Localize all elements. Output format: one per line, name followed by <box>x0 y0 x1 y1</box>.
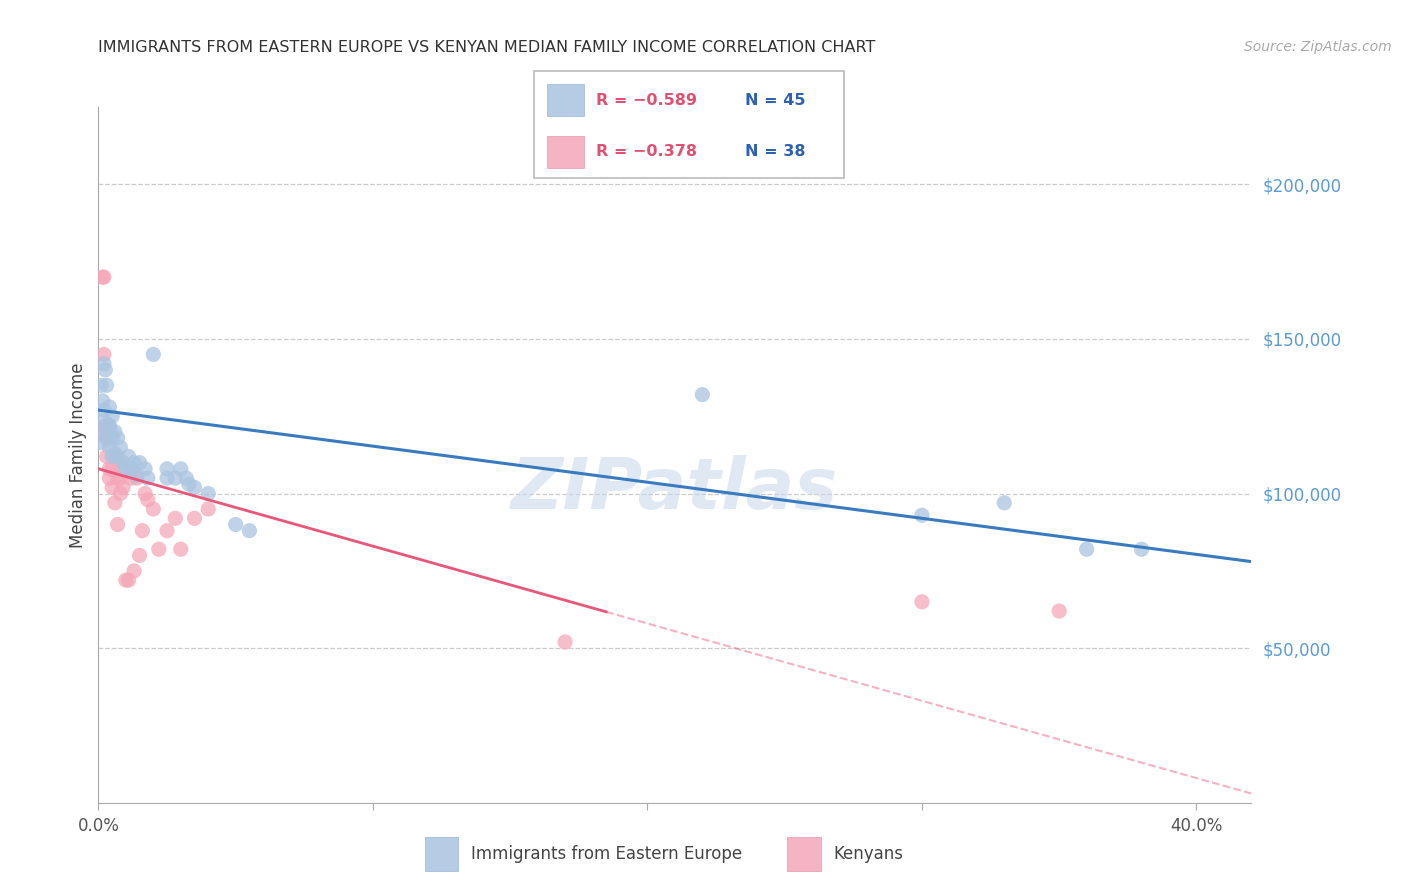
Text: R = −0.589: R = −0.589 <box>596 93 697 108</box>
Point <box>117 450 139 464</box>
Text: IMMIGRANTS FROM EASTERN EUROPE VS KENYAN MEDIAN FAMILY INCOME CORRELATION CHART: IMMIGRANTS FROM EASTERN EUROPE VS KENYAN… <box>98 40 876 55</box>
Point <box>993 496 1015 510</box>
Bar <box>787 837 821 871</box>
Bar <box>547 84 583 116</box>
Text: N = 38: N = 38 <box>745 145 806 159</box>
Point <box>136 471 159 485</box>
Point <box>104 425 127 439</box>
Point <box>148 542 170 557</box>
Point <box>197 502 219 516</box>
Point <box>165 511 187 525</box>
Point <box>101 431 124 445</box>
Point <box>112 462 135 476</box>
Point <box>183 511 205 525</box>
Point <box>96 378 118 392</box>
Point <box>93 403 115 417</box>
Text: N = 45: N = 45 <box>745 93 806 108</box>
Point <box>110 486 132 500</box>
Point <box>131 524 153 538</box>
Point <box>128 549 150 563</box>
Point <box>554 635 576 649</box>
Point <box>110 440 132 454</box>
Point <box>120 471 142 485</box>
Point <box>115 573 138 587</box>
Point <box>183 480 205 494</box>
Point <box>125 471 148 485</box>
Point <box>128 456 150 470</box>
Point <box>91 393 114 408</box>
Point <box>96 431 118 445</box>
Bar <box>547 136 583 168</box>
Point <box>112 456 135 470</box>
Text: Kenyans: Kenyans <box>834 845 904 863</box>
Point <box>134 462 156 476</box>
Text: R = −0.378: R = −0.378 <box>596 145 697 159</box>
Point <box>93 270 115 285</box>
Point <box>142 347 165 361</box>
Text: ZIPatlas: ZIPatlas <box>512 455 838 524</box>
Point <box>101 462 124 476</box>
Point <box>692 387 714 401</box>
Point <box>107 517 129 532</box>
Point <box>107 450 129 464</box>
Point <box>98 440 121 454</box>
Text: Immigrants from Eastern Europe: Immigrants from Eastern Europe <box>471 845 742 863</box>
Point <box>101 480 124 494</box>
Point <box>110 471 132 485</box>
Point <box>91 270 114 285</box>
Point <box>156 462 179 476</box>
Bar <box>425 837 458 871</box>
Text: Source: ZipAtlas.com: Source: ZipAtlas.com <box>1244 40 1392 54</box>
Point <box>170 462 193 476</box>
Point <box>98 418 121 433</box>
Point <box>136 492 159 507</box>
Point <box>98 471 121 485</box>
Point <box>107 471 129 485</box>
Point <box>115 462 138 476</box>
Point <box>1047 604 1070 618</box>
Point <box>125 468 148 483</box>
Point <box>238 524 260 538</box>
Point <box>94 418 117 433</box>
Point <box>96 431 118 445</box>
Point <box>107 431 129 445</box>
Point <box>90 378 112 392</box>
Point <box>170 542 193 557</box>
Point <box>122 564 145 578</box>
Point <box>104 450 127 464</box>
Point <box>142 502 165 516</box>
Point <box>1130 542 1153 557</box>
Point <box>93 357 115 371</box>
Point <box>104 446 127 460</box>
Point <box>911 595 934 609</box>
Point <box>1076 542 1098 557</box>
Point <box>96 418 118 433</box>
Point <box>911 508 934 523</box>
Point <box>101 409 124 424</box>
Point <box>94 363 117 377</box>
Point <box>134 486 156 500</box>
Point <box>96 450 118 464</box>
Point <box>225 517 247 532</box>
Point <box>98 400 121 414</box>
Point <box>89 425 111 439</box>
Point <box>197 486 219 500</box>
Point <box>117 573 139 587</box>
Point <box>165 471 187 485</box>
Point <box>104 496 127 510</box>
Point <box>101 450 124 464</box>
Y-axis label: Median Family Income: Median Family Income <box>69 362 87 548</box>
Point <box>156 471 179 485</box>
Point <box>98 462 121 476</box>
Point <box>156 524 179 538</box>
Point <box>93 347 115 361</box>
Point <box>112 480 135 494</box>
Point <box>122 456 145 470</box>
Point <box>174 471 197 485</box>
Point <box>90 425 112 439</box>
Point <box>120 462 142 476</box>
Point <box>177 477 200 491</box>
